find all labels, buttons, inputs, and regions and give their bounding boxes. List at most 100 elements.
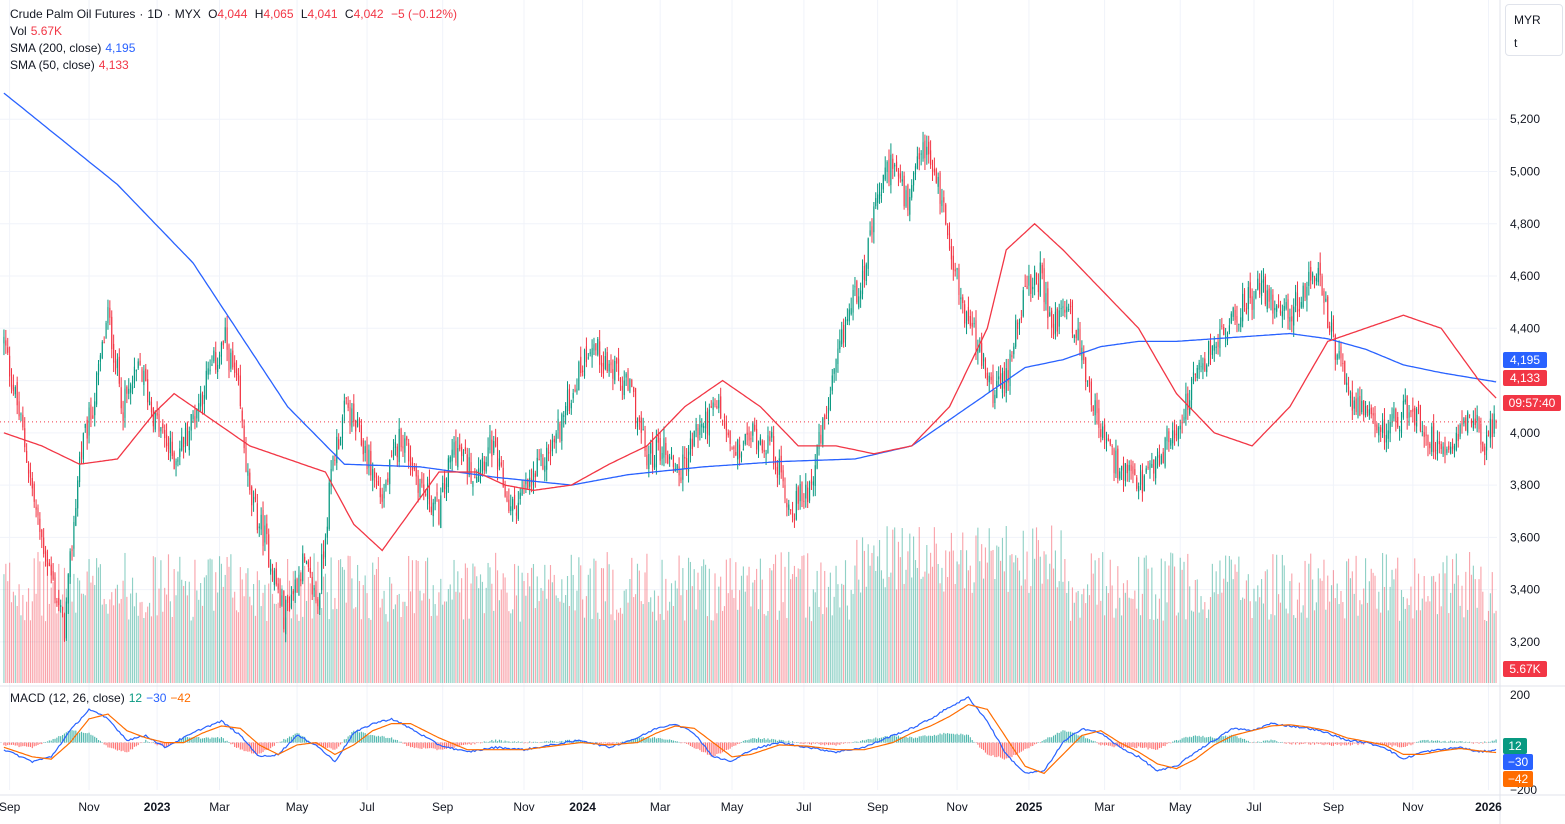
currency-unit-button[interactable]: MYR t: [1505, 4, 1563, 56]
volume-bar: [612, 569, 614, 683]
macd-histogram-bar: [400, 741, 402, 743]
volume-bar: [436, 615, 438, 683]
sma200-legend[interactable]: SMA (200, close) 4,195: [10, 40, 139, 57]
volume-bar: [610, 614, 612, 683]
macd-histogram-bar: [1357, 742, 1359, 746]
macd-histogram-bar: [988, 742, 990, 756]
volume-bar: [1185, 619, 1187, 683]
candle-body: [848, 309, 850, 322]
candle-body: [1410, 410, 1412, 413]
volume-bar: [54, 573, 56, 683]
macd-histogram-bar: [483, 741, 485, 743]
volume-bar: [536, 576, 538, 683]
macd-histogram-bar: [1421, 740, 1423, 743]
candle-body: [973, 323, 975, 325]
volume-bar: [591, 618, 593, 683]
volume-bar: [183, 585, 185, 683]
candle-body: [1404, 399, 1406, 403]
volume-bar: [1013, 562, 1015, 683]
candle-body: [1423, 432, 1425, 437]
macd-histogram-bar: [406, 742, 408, 747]
volume-bar: [1364, 558, 1367, 683]
macd-histogram-bar: [1088, 739, 1091, 743]
macd-histogram-bar: [332, 742, 334, 750]
volume-bar: [1408, 605, 1410, 683]
candle-body: [810, 479, 813, 484]
macd-histogram-bar: [1164, 742, 1166, 747]
volume-bar: [897, 541, 900, 683]
macd-histogram-bar: [1001, 742, 1004, 759]
macd-histogram-bar: [29, 742, 31, 747]
volume-bar: [1417, 573, 1420, 683]
macd-histogram-bar: [105, 742, 107, 746]
candle-body: [203, 394, 205, 404]
candle-body: [1310, 266, 1312, 281]
volume-label: Vol: [10, 24, 27, 38]
volume-bar: [1047, 579, 1049, 683]
volume-bar: [826, 607, 828, 683]
volume-bar: [680, 595, 682, 683]
volume-bar: [109, 599, 111, 683]
candle-body: [612, 369, 614, 379]
candle-body: [440, 495, 442, 528]
candle-body: [1208, 340, 1210, 365]
candle-body: [737, 439, 739, 460]
macd-histogram-bar: [960, 733, 962, 743]
volume-bar: [899, 557, 901, 683]
macd-histogram-bar: [1156, 742, 1159, 750]
candle-body: [774, 460, 777, 471]
volume-bar: [273, 603, 275, 683]
macd-histogram-bar: [1005, 742, 1007, 759]
volume-bar: [621, 613, 623, 683]
volume-bar: [131, 577, 134, 683]
volume-bar: [387, 621, 389, 683]
candle-body: [538, 459, 540, 461]
candle-body: [362, 440, 364, 455]
candle-body: [1039, 262, 1041, 296]
volume-bar: [326, 592, 328, 683]
candle-body: [455, 440, 457, 463]
volume-legend[interactable]: Vol 5.67K: [10, 23, 66, 40]
candle-body: [404, 438, 406, 453]
volume-bar: [1489, 593, 1491, 683]
candle-body: [300, 579, 302, 582]
volume-bar: [1270, 614, 1272, 683]
macd-histogram-bar: [1209, 736, 1212, 743]
volume-bar: [1107, 593, 1109, 683]
macd-histogram-bar: [1293, 742, 1295, 744]
macd-line-value: −30: [146, 691, 167, 705]
macd-histogram-bar: [245, 742, 247, 752]
sma50-legend[interactable]: SMA (50, close) 4,133: [10, 57, 133, 74]
macd-histogram-bar: [901, 737, 903, 743]
macd-histogram-bar: [680, 742, 682, 744]
volume-bar: [769, 568, 771, 683]
volume-bar: [500, 589, 502, 683]
candle-body: [273, 570, 275, 585]
volume-bar: [1109, 559, 1111, 683]
volume-bar: [1100, 600, 1102, 683]
high-label: H: [254, 7, 264, 21]
volume-bar: [1404, 608, 1406, 683]
macd-histogram-bar: [916, 737, 918, 743]
time-axis-tick-label: May: [286, 800, 309, 814]
symbol-name[interactable]: Crude Palm Oil Futures: [10, 7, 136, 21]
macd-histogram-bar: [1062, 730, 1064, 743]
macd-histogram-bar: [858, 741, 860, 743]
volume-bar: [461, 578, 463, 683]
candle-body: [1378, 426, 1380, 436]
candle-body: [200, 393, 202, 407]
macd-histogram-bar: [1259, 741, 1261, 743]
macd-histogram-bar: [296, 732, 298, 743]
macd-histogram-bar: [224, 740, 226, 743]
candle-body: [1121, 465, 1123, 471]
candle-body: [444, 478, 446, 490]
macd-legend[interactable]: MACD (12, 26, close) 12 −30 −42: [10, 690, 195, 707]
macd-histogram-bar: [239, 742, 241, 750]
volume-bar: [865, 586, 867, 683]
interval[interactable]: 1D: [147, 7, 163, 21]
macd-histogram-bar: [1172, 741, 1174, 743]
macd-histogram-bar: [1071, 732, 1074, 743]
volume-bar: [1412, 618, 1414, 683]
candle-body: [824, 414, 826, 420]
